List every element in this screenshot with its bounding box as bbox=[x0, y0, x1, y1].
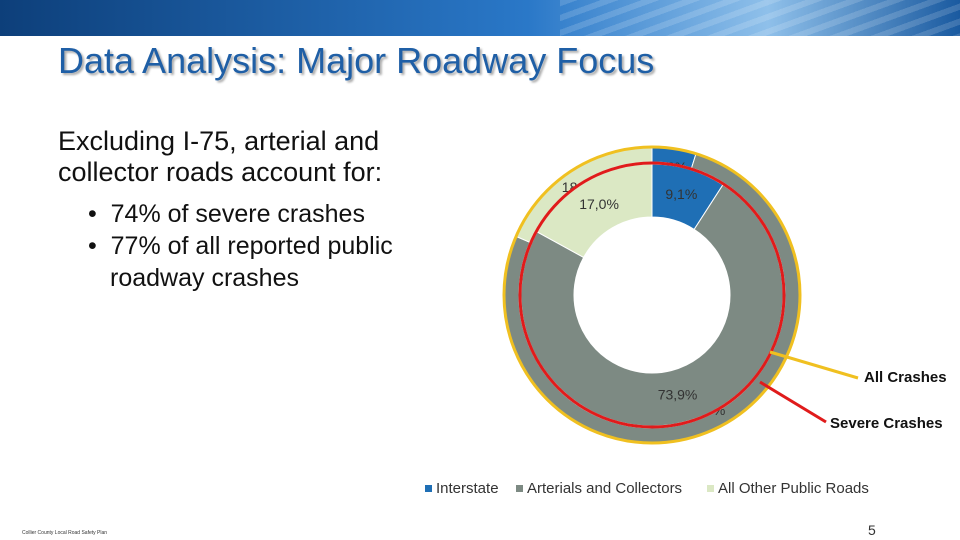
annotation: All Crashes bbox=[864, 369, 947, 386]
data-label: 9,1% bbox=[665, 186, 697, 202]
header-decoration bbox=[560, 0, 960, 36]
annotation-line bbox=[759, 380, 827, 424]
legend-swatch bbox=[425, 485, 432, 492]
legend-label: Arterials and Collectors bbox=[527, 480, 682, 497]
bullet: 74% of severe crashes bbox=[88, 198, 448, 230]
data-label: 17,0% bbox=[579, 196, 619, 212]
page-number: 5 bbox=[868, 522, 876, 538]
heading: Excluding I-75, arterial and collector r… bbox=[58, 126, 383, 187]
ring-outline bbox=[518, 161, 786, 429]
legend-label: Interstate bbox=[436, 480, 499, 497]
bullet-list: 74% of severe crashes 77% of all reporte… bbox=[88, 198, 448, 294]
legend-swatch bbox=[516, 485, 523, 492]
data-label: 73,9% bbox=[658, 387, 698, 403]
legend-label: All Other Public Roads bbox=[718, 480, 869, 497]
header-band bbox=[0, 0, 960, 36]
slide-title: Data Analysis: Major Roadway Focus bbox=[58, 40, 655, 81]
annotation-line bbox=[769, 350, 859, 380]
bullet: 77% of all reported public roadway crash… bbox=[88, 230, 448, 294]
ring-outline bbox=[502, 145, 802, 445]
legend-swatch bbox=[707, 485, 714, 492]
footer: Collier County Local Road Safety Plan bbox=[22, 530, 108, 536]
annotation: Severe Crashes bbox=[830, 415, 943, 432]
